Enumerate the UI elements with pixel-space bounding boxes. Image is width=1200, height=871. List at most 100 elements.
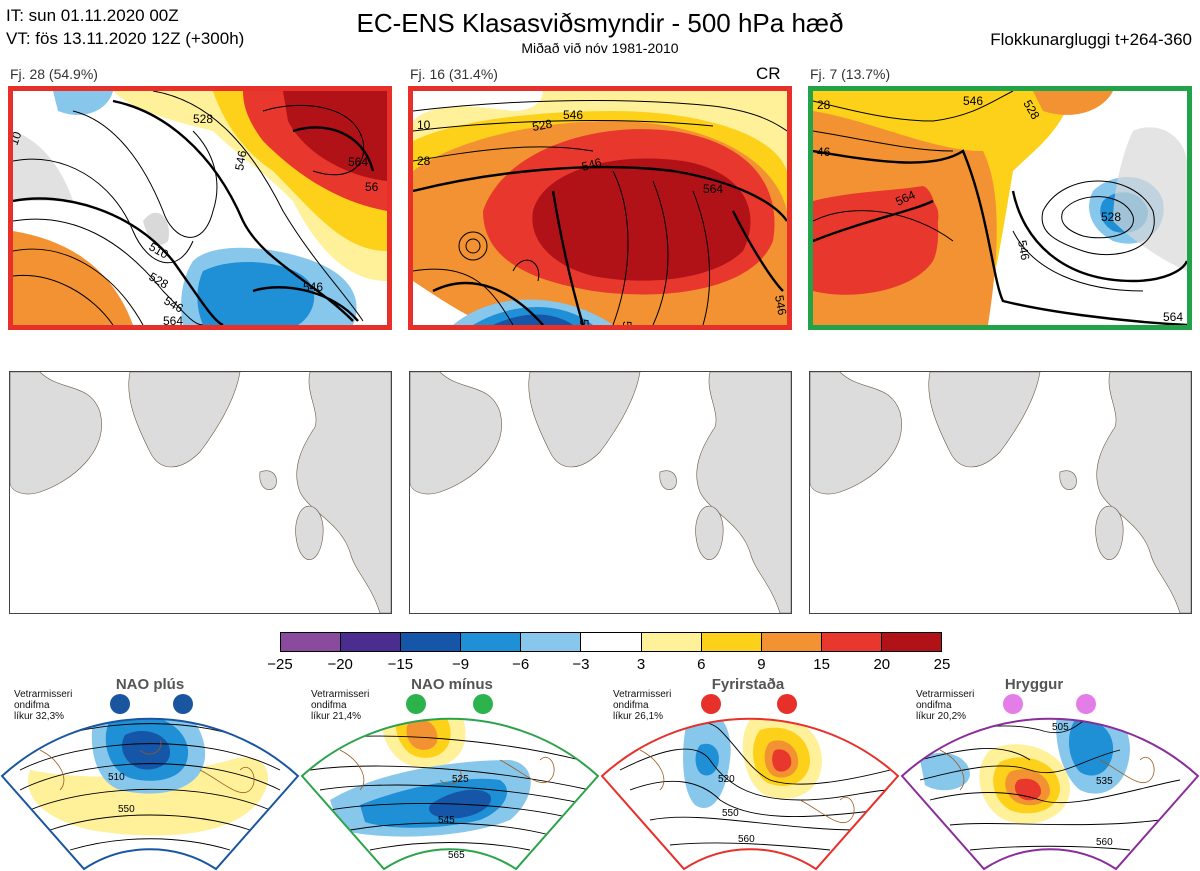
regime-dot <box>110 694 130 714</box>
colorbar-swatch <box>700 633 761 651</box>
contour-label: 10 <box>417 118 431 132</box>
contour-label: 546 <box>303 280 323 294</box>
regime-3-freq: Vetrarmisseri ondifma líkur 26,1% <box>613 689 671 722</box>
valid-time: VT: fös 13.11.2020 12Z (+300h) <box>6 29 245 48</box>
cluster-2-tag: CR <box>756 64 781 83</box>
colorbar-swatch <box>880 633 942 651</box>
contour-label: 546 <box>563 108 583 122</box>
page-title: EC-ENS Klasasviðsmyndir - 500 hPa hæð <box>356 8 844 38</box>
regime-map-2: 525 545 565 <box>300 694 600 871</box>
freq-line: líkur 21,4% <box>311 711 362 722</box>
regime-dot <box>473 694 493 714</box>
regime-dot <box>406 694 426 714</box>
contour-label: 46 <box>817 145 831 159</box>
contour-label: 564 <box>348 155 368 169</box>
contour-label: 550 <box>118 804 135 815</box>
contour-label: 535 <box>1096 776 1113 787</box>
regime-2-name: NAO mínus <box>411 676 493 693</box>
contour-label: 565 <box>448 850 465 861</box>
colorbar-tick-label: 3 <box>636 656 646 673</box>
cluster-map-3: 28 46 546 528 564 528 546 564 <box>808 86 1192 330</box>
contour-label: 528 <box>1101 210 1121 224</box>
regime-map-4: 505 535 560 <box>900 694 1200 871</box>
regime-dot <box>1003 694 1023 714</box>
regime-1-name: NAO plús <box>115 676 185 693</box>
climatology-map-2 <box>409 371 792 614</box>
contour-label: 546 <box>577 319 591 325</box>
freq-line: líkur 26,1% <box>613 711 664 722</box>
cluster-1-label: Fj. 28 (54.9%) <box>10 66 98 82</box>
contour-label: 564 <box>703 182 723 196</box>
freq-line: líkur 20,2% <box>916 711 967 722</box>
contour-label: 546 <box>1015 239 1032 261</box>
contour-label: 56 <box>365 180 379 194</box>
contour-label: 564 <box>1163 310 1183 324</box>
colorbar-swatch <box>580 633 641 651</box>
colorbar-tick-label: 20 <box>873 656 891 673</box>
cluster-2-label: Fj. 16 (31.4%) <box>410 66 498 82</box>
contour-label: 528 <box>193 112 213 126</box>
colorbar-swatch <box>520 633 581 651</box>
colorbar-tick-label: −6 <box>512 656 530 673</box>
regime-dot <box>701 694 721 714</box>
contour-label: 560 <box>1096 837 1113 848</box>
contour-label: 564 <box>163 314 183 325</box>
contour-label: 28 <box>817 98 831 112</box>
anomaly-colorbar <box>280 632 942 652</box>
classification-window: Flokkunargluggi t+264-360 <box>990 30 1192 49</box>
contour-label: 564 <box>620 321 634 325</box>
colorbar-tick-label: 15 <box>813 656 830 673</box>
climatology-map-1 <box>9 371 392 614</box>
contour-label: 546 <box>772 294 787 316</box>
colorbar-swatch <box>760 633 821 651</box>
contour-label: 545 <box>438 815 455 826</box>
colorbar-tick-label: −15 <box>387 656 414 673</box>
contour-label: 546 <box>232 149 249 171</box>
cluster-map-1: 528 546 564 510 528 546 564 546 56 10 <box>8 86 392 330</box>
colorbar-tick-label: −9 <box>451 656 470 673</box>
contour-label: 560 <box>738 834 755 845</box>
contour-label: 520 <box>718 774 735 785</box>
regime-dot <box>777 694 797 714</box>
regime-4-freq: Vetrarmisseri ondifma líkur 20,2% <box>916 689 974 722</box>
regime-3-name: Fyrirstaða <box>711 676 785 693</box>
colorbar-tick-label: −25 <box>267 656 293 673</box>
regime-map-1: 510 550 <box>0 694 300 871</box>
cluster-3-label: Fj. 7 (13.7%) <box>810 66 891 82</box>
colorbar-tick-label: −3 <box>572 656 590 673</box>
freq-line: Vetrarmisseri <box>613 689 672 700</box>
freq-line: Vetrarmisseri <box>916 689 975 700</box>
contour-label: 546 <box>963 94 983 108</box>
contour-label: 510 <box>108 772 125 783</box>
colorbar-swatch <box>400 633 461 651</box>
freq-line: Vetrarmisseri <box>14 689 73 700</box>
colorbar-swatch <box>340 633 401 651</box>
colorbar-tick-label: 25 <box>933 656 951 673</box>
regime-dot <box>1076 694 1096 714</box>
contour-label: 505 <box>1052 722 1069 733</box>
colorbar-tick-label: −20 <box>327 656 353 673</box>
contour-label: 528 <box>531 117 553 134</box>
contour-label: 10 <box>13 129 24 147</box>
freq-line: ondifma <box>916 700 952 711</box>
climatology-map-3 <box>809 371 1192 614</box>
cluster-map-2: 10 28 528 546 546 564 564 546 546 <box>408 86 792 330</box>
colorbar-swatch <box>281 633 341 651</box>
page-subtitle: Miðað við nóv 1981-2010 <box>521 40 679 56</box>
contour-label: 546 <box>580 155 603 174</box>
colorbar-tick-label: 9 <box>757 656 766 673</box>
regime-dot <box>173 694 193 714</box>
colorbar-tick-label: 6 <box>697 656 706 673</box>
regime-4-name: Hryggur <box>1004 676 1064 693</box>
contour-label: 525 <box>452 774 469 785</box>
regime-1-freq: Vetrarmisseri ondifma líkur 32,3% <box>14 689 72 722</box>
freq-line: ondifma <box>311 700 347 711</box>
contour-label: 550 <box>722 808 739 819</box>
colorbar-swatch <box>640 633 701 651</box>
freq-line: líkur 32,3% <box>14 711 65 722</box>
colorbar-swatch <box>820 633 881 651</box>
initial-time: IT: sun 01.11.2020 00Z <box>6 6 179 25</box>
regime-2-freq: Vetrarmisseri ondifma líkur 21,4% <box>311 689 369 722</box>
freq-line: ondifma <box>613 700 649 711</box>
freq-line: ondifma <box>14 700 50 711</box>
